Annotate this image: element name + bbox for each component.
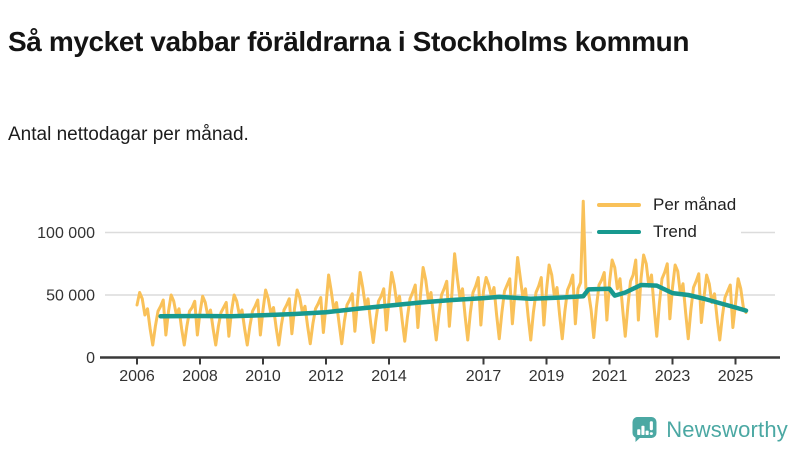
axis-tick-labels: 0 50 000 100 000 2006 2008 2010 2012 2014 2017 20… xyxy=(37,225,753,385)
data-lines xyxy=(135,199,749,347)
chart-subtitle: Antal nettodagar per månad. xyxy=(8,124,249,145)
y-tick-label: 50 000 xyxy=(46,288,95,305)
x-tick-label: 2008 xyxy=(182,368,218,385)
legend-swatch-trend-line xyxy=(597,230,641,234)
x-tick-label: 2021 xyxy=(592,368,628,385)
legend-label-per-month: Per månad xyxy=(653,195,737,214)
brand-name: Newsworthy xyxy=(666,416,788,442)
x-tick-label: 2010 xyxy=(245,368,281,385)
newsworthy-brand: Newsworthy xyxy=(631,416,788,443)
trend-line xyxy=(158,282,749,319)
per-month-line xyxy=(135,199,748,347)
legend-item-trend: Trend xyxy=(592,220,742,244)
x-tick-label: 2023 xyxy=(655,368,691,385)
x-axis xyxy=(100,356,780,365)
x-tick-label: 2006 xyxy=(119,368,155,385)
legend: Per månad Trend xyxy=(592,193,742,247)
legend-label-trend: Trend xyxy=(653,222,697,241)
legend-swatch-per-month-line xyxy=(597,203,641,207)
x-tick-label: 2012 xyxy=(308,368,344,385)
x-tick-label: 2014 xyxy=(371,368,407,385)
x-tick-label: 2017 xyxy=(466,368,502,385)
y-tick-label: 100 000 xyxy=(37,225,95,242)
x-tick-label: 2019 xyxy=(529,368,565,385)
x-tick-label: 2025 xyxy=(718,368,754,385)
legend-item-per-month: Per månad xyxy=(592,193,742,217)
newsworthy-logo-icon xyxy=(632,417,657,442)
y-tick-label: 0 xyxy=(86,350,95,367)
page-title: Så mycket vabbar föräldrarna i Stockholm… xyxy=(8,25,690,57)
